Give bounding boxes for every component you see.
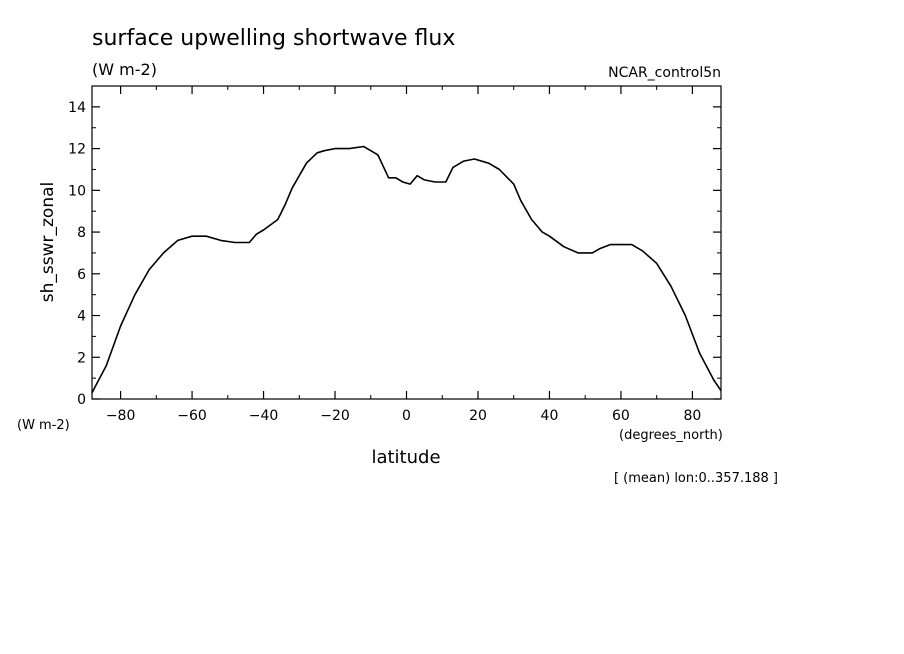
y-axis-label: sh_sswr_zonal bbox=[38, 182, 58, 302]
y-axis-ticks: 0 2 4 6 8 10 12 14 bbox=[68, 100, 721, 408]
x-tick-label: 40 bbox=[541, 408, 559, 424]
x-axis-ticks: −80 −60 −40 −20 0 20 40 60 80 bbox=[106, 86, 701, 424]
chart-subtitle-units: (W m-2) bbox=[92, 60, 157, 79]
y-axis-units: (W m-2) bbox=[17, 418, 70, 433]
x-tick-label: 0 bbox=[402, 408, 411, 424]
y-tick-label: 8 bbox=[77, 225, 86, 241]
x-tick-label: −20 bbox=[320, 408, 350, 424]
x-tick-label: 60 bbox=[612, 408, 630, 424]
series-line bbox=[91, 145, 722, 394]
chart-title: surface upwelling shortwave flux bbox=[92, 26, 455, 51]
x-axis-units: (degrees_north) bbox=[619, 428, 723, 443]
x-tick-label: −60 bbox=[177, 408, 207, 424]
x-tick-label: 20 bbox=[469, 408, 487, 424]
footnote: [ (mean) lon:0..357.188 ] bbox=[614, 471, 778, 486]
x-tick-label: −40 bbox=[249, 408, 279, 424]
y-tick-label: 10 bbox=[68, 183, 86, 199]
x-axis-label: latitude bbox=[371, 447, 440, 468]
y-tick-label: 14 bbox=[68, 100, 86, 116]
y-tick-label: 12 bbox=[68, 142, 86, 158]
x-tick-label: −80 bbox=[106, 408, 136, 424]
plot-frame bbox=[91, 85, 722, 400]
x-tick-label: 80 bbox=[683, 408, 701, 424]
y-tick-label: 0 bbox=[77, 392, 86, 408]
y-tick-label: 2 bbox=[77, 350, 86, 366]
y-tick-label: 6 bbox=[77, 267, 86, 283]
dataset-label: NCAR_control5n bbox=[608, 65, 721, 81]
y-tick-label: 4 bbox=[77, 309, 86, 325]
